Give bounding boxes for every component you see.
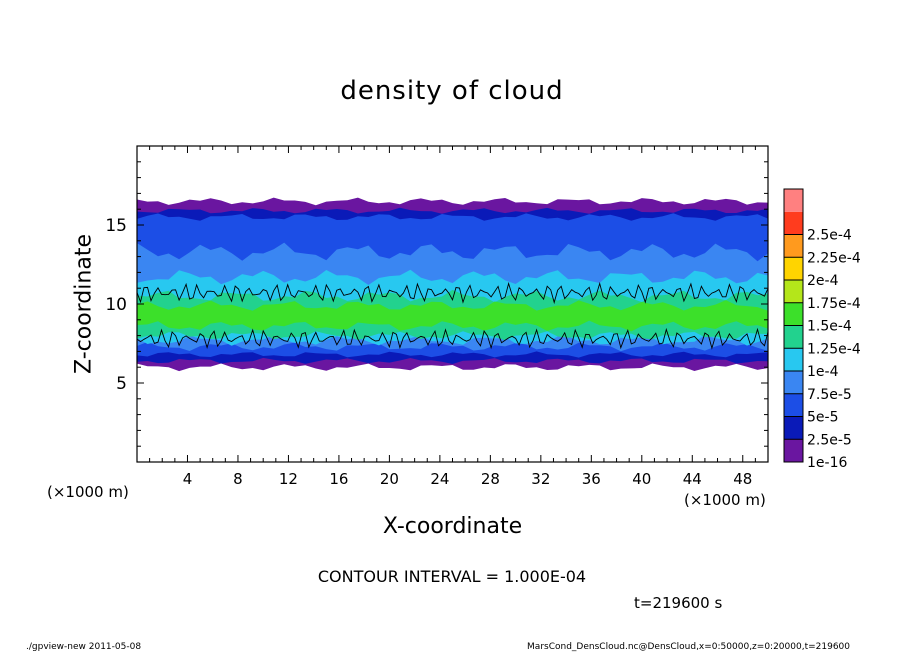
x-tick-label: 28 bbox=[481, 470, 500, 488]
footer-source: MarsCond_DensCloud.nc@DensCloud,x=0:5000… bbox=[527, 642, 850, 652]
colorbar-swatch bbox=[784, 280, 803, 303]
contour-line-2 bbox=[136, 281, 769, 305]
colorbar-label: 1.75e-4 bbox=[807, 296, 861, 312]
colorbar-swatch bbox=[784, 211, 803, 235]
time-stamp: t=219600 s bbox=[634, 594, 723, 612]
contour-line-1 bbox=[136, 327, 769, 350]
x-tick-label: 12 bbox=[279, 470, 298, 488]
x-tick-label: 32 bbox=[531, 470, 550, 488]
colorbar-label: 7.5e-5 bbox=[807, 387, 852, 403]
colorbar-swatch bbox=[784, 302, 803, 326]
contour-lines bbox=[136, 281, 769, 350]
colorbar-swatch bbox=[784, 189, 803, 212]
x-unit-label-right: (×1000 m) bbox=[684, 491, 766, 509]
x-tick-label: 48 bbox=[733, 470, 752, 488]
colorbar-label: 1e-4 bbox=[807, 364, 839, 380]
colorbar-swatch bbox=[784, 325, 803, 349]
colorbar-label: 1.5e-4 bbox=[807, 319, 852, 335]
y-axis-label: Z-coordinate bbox=[71, 234, 97, 374]
colorbar-swatch bbox=[784, 439, 803, 462]
y-axis: 5 10 15 bbox=[105, 161, 768, 447]
colorbar-swatch bbox=[784, 416, 803, 440]
colorbar: 1e-16 2.5e-5 5e-5 7.5e-5 1e-4 1.25e-4 1.5e-4 1.… bbox=[783, 188, 861, 471]
x-tick-label: 24 bbox=[430, 470, 449, 488]
x-tick-label: 36 bbox=[582, 470, 601, 488]
footer-program: ./gpview-new 2011-05-08 bbox=[26, 642, 142, 652]
colorbar-label: 2.25e-4 bbox=[807, 250, 861, 266]
x-tick-label: 40 bbox=[632, 470, 651, 488]
y-tick-label: 15 bbox=[105, 216, 127, 236]
y-tick-label: 5 bbox=[116, 374, 127, 394]
colorbar-label: 1.25e-4 bbox=[807, 341, 861, 357]
x-tick-label: 8 bbox=[233, 470, 243, 488]
chart-title: density of cloud bbox=[340, 76, 564, 106]
x-axis: 4 8 12 16 20 24 28 32 36 40 44 48 bbox=[149, 146, 756, 488]
contour-interval-note: CONTOUR INTERVAL = 1.000E-04 bbox=[317, 567, 587, 586]
colorbar-swatch bbox=[784, 257, 803, 280]
colorbar-label: 2.5e-4 bbox=[807, 228, 852, 244]
x-unit-label-left: (×1000 m) bbox=[47, 483, 129, 501]
colorbar-label: 1e-16 bbox=[807, 455, 847, 471]
density-field bbox=[137, 197, 768, 372]
colorbar-label: 2e-4 bbox=[807, 273, 839, 289]
colorbar-swatch bbox=[784, 234, 803, 258]
band-7 bbox=[137, 300, 768, 332]
colorbar-label: 5e-5 bbox=[807, 410, 838, 426]
x-tick-label: 16 bbox=[329, 470, 348, 488]
x-tick-label: 20 bbox=[380, 470, 399, 488]
y-tick-label: 10 bbox=[105, 295, 127, 315]
colorbar-swatch bbox=[784, 348, 803, 371]
x-tick-label: 44 bbox=[683, 470, 702, 488]
x-tick-label: 4 bbox=[183, 470, 193, 488]
x-axis-label: X-coordinate bbox=[382, 514, 523, 539]
colorbar-swatch bbox=[784, 371, 803, 394]
colorbar-label: 2.5e-5 bbox=[807, 432, 852, 448]
colorbar-swatch bbox=[784, 393, 803, 417]
